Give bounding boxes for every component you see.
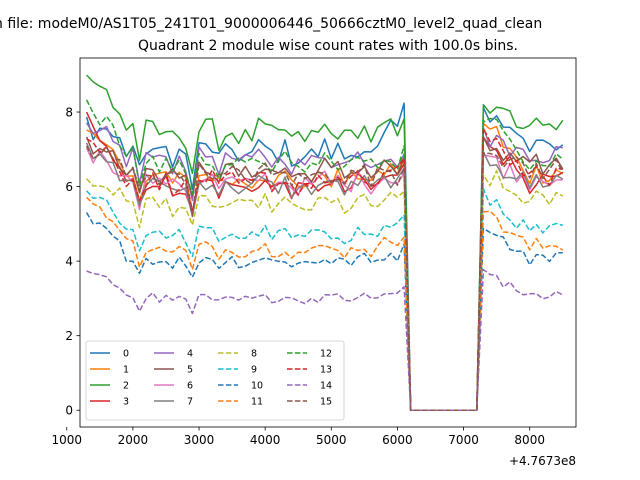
series-line-12 (85, 99, 564, 411)
series-line-14 (86, 268, 564, 411)
legend-label-0: 0 (123, 349, 129, 360)
series-line-9 (86, 188, 564, 411)
x-offset-label: +4.7673e8 (509, 454, 576, 468)
legend-label-10: 10 (251, 381, 263, 392)
x-tick-label: 3000 (184, 433, 215, 447)
legend-label-1: 1 (123, 365, 129, 376)
legend-label-7: 7 (187, 397, 193, 408)
legend-label-3: 3 (123, 397, 129, 408)
legend-label-2: 2 (123, 381, 129, 392)
y-tick-label: 8 (65, 105, 73, 119)
x-tick-label: 2000 (118, 433, 149, 447)
series-lines (85, 74, 564, 411)
legend-label-12: 12 (320, 349, 332, 360)
legend-label-14: 14 (320, 381, 332, 392)
y-tick-label: 0 (65, 404, 73, 418)
series-line-8 (86, 169, 564, 411)
chart-title: Quadrant 2 module wise count rates with … (138, 38, 518, 54)
x-tick-label: 6000 (382, 433, 413, 447)
series-line-11 (86, 196, 564, 411)
legend-label-8: 8 (251, 349, 257, 360)
plot-area: 1000 2000 3000 4000 5000 6000 7000 800002468012… (51, 57, 577, 447)
y-tick-label: 4 (65, 254, 73, 268)
x-tick-label: 7000 (448, 433, 479, 447)
legend-label-4: 4 (187, 349, 193, 360)
legend-label-6: 6 (187, 381, 193, 392)
y-tick-label: 6 (65, 180, 73, 194)
legend-label-15: 15 (320, 397, 332, 408)
legend-label-11: 11 (251, 397, 263, 408)
suptitle: n file: modeM0/AS1T05_241T01_9000006446_… (0, 16, 542, 32)
x-tick-label: 4000 (250, 433, 281, 447)
series-line-10 (85, 212, 563, 411)
legend-label-5: 5 (187, 365, 193, 376)
legend-frame (85, 340, 345, 421)
series-line-2 (86, 74, 564, 411)
series-line-15 (85, 145, 564, 411)
x-tick-label: 1000 (51, 433, 82, 447)
y-tick-label: 2 (65, 329, 73, 343)
axes-frame (79, 57, 577, 428)
x-tick-label: 8000 (514, 433, 545, 447)
x-tick-label: 5000 (316, 433, 347, 447)
legend-label-9: 9 (251, 365, 257, 376)
legend-label-13: 13 (320, 365, 332, 376)
series-line-13 (86, 127, 563, 411)
